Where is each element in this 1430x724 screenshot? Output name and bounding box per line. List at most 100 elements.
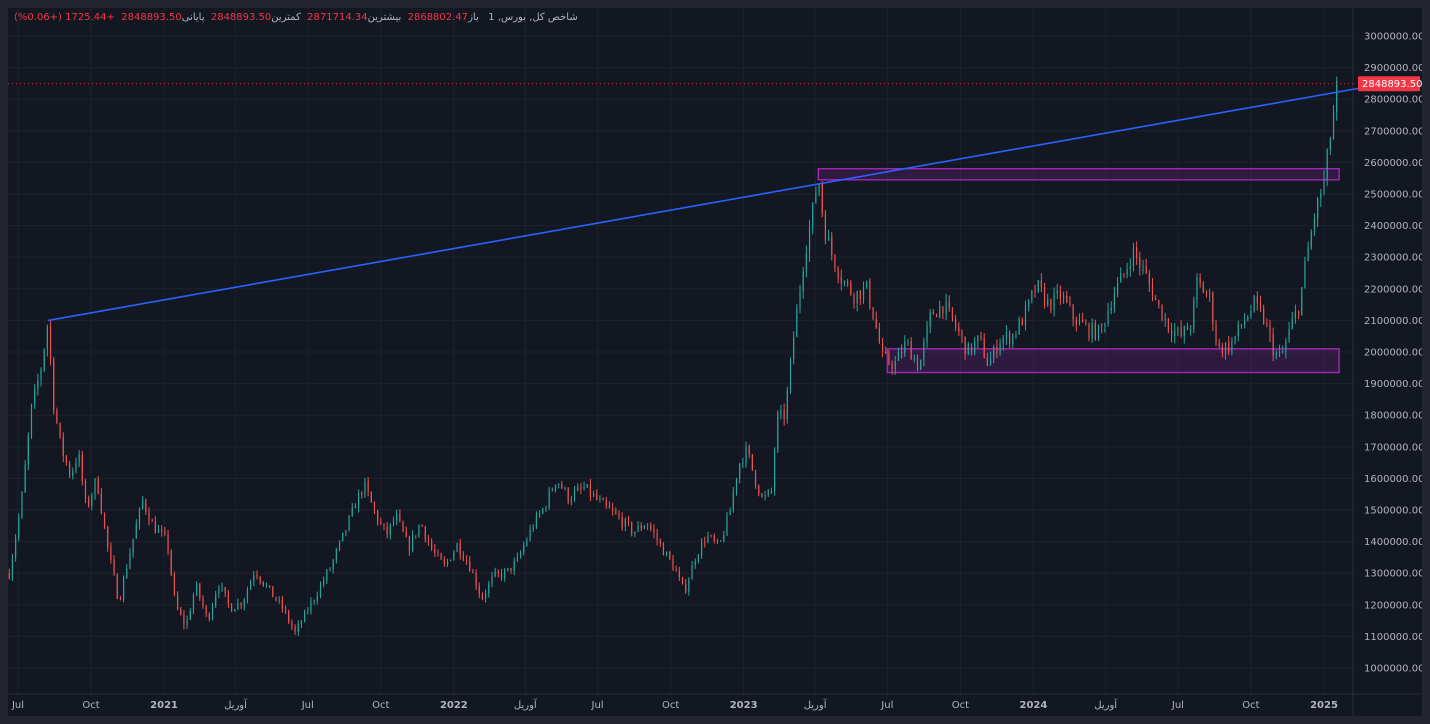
candle: [1278, 344, 1281, 357]
candle-body: [999, 343, 1001, 354]
candle-body: [847, 281, 849, 284]
candle-body: [1151, 284, 1154, 299]
candle-body: [56, 410, 58, 423]
candle: [888, 349, 890, 366]
candle-body: [1170, 330, 1173, 336]
candle-body: [926, 326, 928, 343]
candle: [1158, 299, 1160, 309]
chart-panel[interactable]: 1000000.00 1100000.00 1200000.00 1300000.00…: [8, 8, 1424, 716]
candle-body: [418, 525, 420, 537]
candle: [1034, 284, 1036, 298]
candle: [1329, 136, 1331, 156]
legend-low-label: کمترین: [271, 12, 301, 23]
candle: [704, 536, 706, 548]
candle: [361, 491, 363, 499]
candle-body: [1113, 294, 1116, 308]
candle: [59, 422, 61, 439]
candle: [853, 292, 855, 309]
candle-body: [637, 525, 639, 532]
candle-body: [796, 308, 798, 338]
candle: [580, 483, 582, 494]
candle-body: [821, 184, 823, 214]
candle-body: [770, 490, 773, 491]
candle-body: [1037, 280, 1039, 292]
candle: [637, 520, 639, 533]
candle-body: [1304, 261, 1306, 288]
candle-body: [592, 493, 595, 496]
candle: [1332, 104, 1335, 140]
candle: [802, 266, 804, 299]
candle: [1062, 291, 1065, 304]
candle: [697, 554, 699, 564]
candle: [310, 597, 312, 615]
candle: [1139, 251, 1141, 276]
candle: [564, 486, 566, 491]
x-tick-label: 2022: [440, 700, 468, 711]
candle-body: [332, 560, 334, 570]
candle-body: [516, 556, 518, 561]
candle: [1288, 321, 1290, 343]
price-chart[interactable]: 1000000.00 1100000.00 1200000.00 1300000.00…: [8, 8, 1424, 716]
candle-body: [888, 353, 890, 364]
candle-body: [1126, 269, 1128, 275]
candle-body: [621, 517, 623, 528]
candle-body: [1218, 342, 1220, 346]
candle: [748, 444, 750, 459]
candle: [592, 490, 595, 498]
trend-line[interactable]: [48, 87, 1360, 322]
candle: [729, 507, 731, 516]
candle: [335, 547, 337, 564]
candle-body: [1259, 303, 1262, 309]
candle: [53, 356, 55, 415]
candle-body: [967, 343, 969, 355]
candle: [735, 477, 738, 496]
candle: [256, 570, 258, 580]
y-tick-label: 2700000.00: [1364, 126, 1422, 137]
resistance-zone[interactable]: [817, 167, 1340, 181]
candle: [230, 603, 233, 612]
candle: [1069, 296, 1071, 307]
candle: [1136, 241, 1138, 265]
candle: [761, 492, 763, 498]
candle-body: [834, 255, 836, 269]
candle: [148, 507, 150, 526]
candle-body: [827, 237, 830, 241]
candle-body: [1212, 293, 1214, 325]
legend-symbol[interactable]: شاخص کل, بورس, 1: [488, 12, 578, 23]
candle-body: [812, 202, 814, 228]
support-zone[interactable]: [886, 348, 1340, 374]
candle-body: [786, 390, 788, 420]
candle: [1043, 282, 1046, 309]
x-tick-label: Jul: [880, 700, 893, 711]
candle-body: [294, 626, 296, 632]
candle-body: [859, 290, 861, 300]
candle-body: [34, 388, 36, 405]
candle: [700, 538, 703, 559]
candle: [205, 604, 207, 617]
candle-body: [948, 301, 950, 308]
candle-body: [872, 307, 874, 320]
candle-body: [1072, 304, 1074, 320]
candle-body: [519, 552, 522, 557]
candle-body: [939, 306, 941, 317]
candle-body: [361, 492, 363, 495]
candle-body: [1313, 218, 1316, 232]
candle-body: [1142, 266, 1144, 268]
candle: [43, 348, 45, 372]
candle-body: [1180, 327, 1182, 337]
candle: [1256, 291, 1258, 311]
candle-body: [453, 551, 455, 560]
candle: [342, 532, 344, 542]
candle-body: [643, 526, 646, 529]
y-tick-label: 2000000.00: [1364, 348, 1422, 359]
candle-body: [881, 342, 884, 352]
candle: [999, 338, 1001, 357]
candle: [281, 595, 283, 613]
candle-body: [1088, 324, 1090, 338]
candle: [612, 502, 614, 516]
x-tick-label: Oct: [82, 700, 99, 711]
candle-body: [1282, 351, 1284, 353]
candle-body: [78, 454, 80, 464]
candle: [122, 575, 125, 603]
candle-body: [434, 549, 436, 554]
